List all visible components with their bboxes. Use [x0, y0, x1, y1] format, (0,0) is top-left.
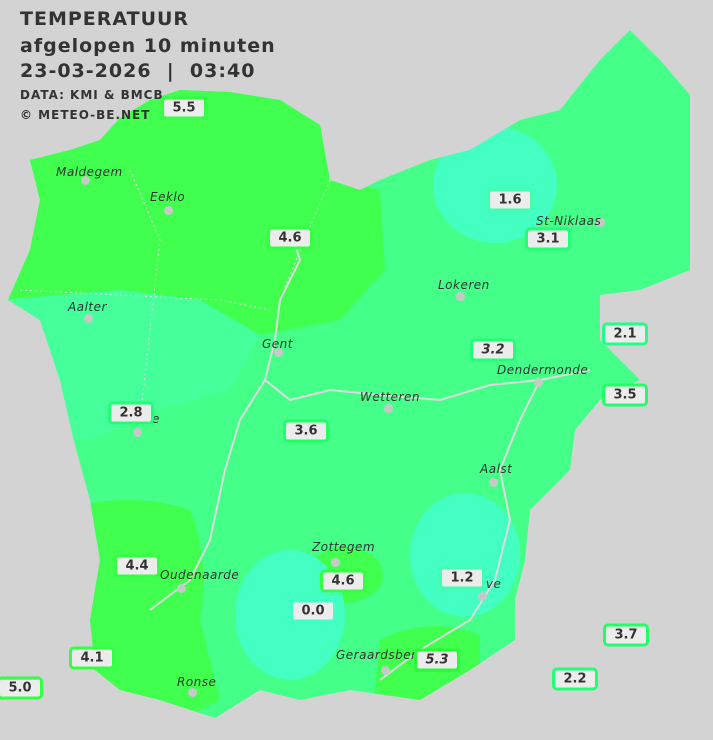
city-label: Wetteren — [360, 390, 420, 404]
city-label: Aalst — [480, 462, 513, 476]
city-label: Geraardsberg — [336, 648, 425, 662]
station-temperature-label[interactable]: 5.3 — [414, 648, 460, 672]
city-dot — [274, 348, 283, 357]
data-source: DATA: KMI & BMCB — [20, 88, 164, 102]
map-datetime: 23-03-2026 | 03:40 — [20, 60, 256, 82]
city-dot — [456, 292, 465, 301]
city-dot — [177, 584, 186, 593]
city-label: Gent — [262, 337, 293, 351]
city-dot — [384, 404, 393, 413]
city-dot — [596, 218, 605, 227]
station-temperature-label[interactable]: 2.2 — [552, 667, 598, 691]
station-temperature-label[interactable]: 4.1 — [69, 646, 115, 670]
station-temperature-label[interactable]: 3.6 — [283, 419, 329, 443]
station-temperature-label[interactable]: 3.2 — [470, 338, 516, 362]
zone-warm-south — [60, 500, 220, 718]
station-temperature-label[interactable]: 4.6 — [320, 569, 366, 593]
canals — [19, 169, 331, 421]
city-dot — [188, 688, 197, 697]
city-label: Eeklo — [150, 190, 186, 204]
station-temperature-label[interactable]: 3.7 — [603, 623, 649, 647]
station-temperature-label[interactable]: 3.5 — [602, 383, 648, 407]
station-temperature-label[interactable]: 0.0 — [290, 599, 336, 623]
city-dot — [133, 428, 142, 437]
map-title: TEMPERATUUR — [20, 8, 190, 30]
city-dot — [164, 206, 173, 215]
city-label: Zottegem — [312, 540, 376, 554]
station-temperature-label[interactable]: 1.2 — [439, 566, 485, 590]
station-temperature-label[interactable]: 5.5 — [161, 96, 207, 120]
city-dot — [331, 558, 340, 567]
city-dot — [81, 176, 90, 185]
city-label: Dendermonde — [497, 363, 589, 377]
city-dot — [478, 592, 487, 601]
city-dot — [489, 478, 498, 487]
city-label: Oudenaarde — [160, 568, 240, 582]
station-temperature-label[interactable]: 3.1 — [525, 227, 571, 251]
zone-warm-north — [8, 80, 385, 335]
copyright: © METEO-BE.NET — [20, 108, 151, 122]
map-subtitle: afgelopen 10 minuten — [20, 35, 276, 57]
city-label: Lokeren — [438, 278, 490, 292]
zone-warm-geraardsbergen — [370, 626, 480, 718]
station-temperature-label[interactable]: 2.1 — [602, 322, 648, 346]
station-temperature-label[interactable]: 5.0 — [0, 676, 43, 700]
station-temperature-label[interactable]: 4.6 — [267, 226, 313, 250]
city-dot — [84, 314, 93, 323]
zone-cold-ninove — [410, 493, 520, 617]
station-temperature-label[interactable]: 2.8 — [108, 401, 154, 425]
river-dender — [379, 379, 541, 681]
city-label: Aalter — [68, 300, 107, 314]
city-label: e — [152, 412, 160, 426]
city-dot — [534, 378, 543, 387]
station-temperature-label[interactable]: 1.6 — [487, 188, 533, 212]
station-temperature-label[interactable]: 4.4 — [114, 554, 160, 578]
city-dot — [381, 666, 390, 675]
river-schelde — [263, 229, 591, 402]
city-label: Ronse — [177, 675, 217, 689]
city-label: Maldegem — [56, 165, 123, 179]
zone-cold-stniklaas — [433, 127, 557, 243]
city-label: St-Niklaas — [536, 214, 602, 228]
